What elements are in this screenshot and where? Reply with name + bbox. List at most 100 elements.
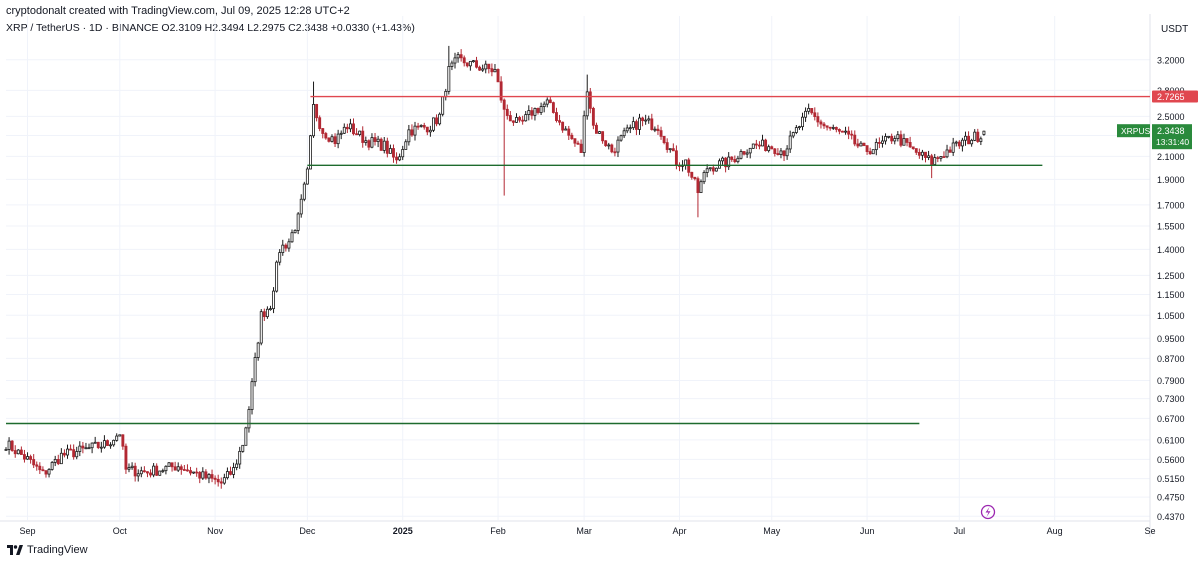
candle-body [957, 141, 961, 147]
candle-body [767, 146, 771, 152]
candle-body [189, 470, 192, 474]
candle-body [561, 121, 565, 131]
candle-body [718, 160, 721, 169]
candle-body [235, 463, 239, 468]
candle-body [78, 445, 82, 452]
candle-body [379, 138, 383, 151]
candle-body [210, 474, 214, 479]
candle-body [59, 452, 63, 465]
candle-body [893, 138, 897, 142]
candle-body [447, 66, 451, 92]
candle-body [161, 470, 165, 473]
candle-body [352, 123, 355, 135]
candle-body [856, 143, 860, 147]
candle-body [302, 183, 306, 200]
candle-body [456, 54, 460, 59]
candle-body [84, 447, 88, 450]
y-tick-label: 1.9000 [1157, 175, 1185, 185]
candle-body [370, 137, 374, 148]
candle-body [29, 456, 33, 460]
chart-author-line: cryptodonalt created with TradingView.co… [6, 5, 350, 17]
candle-body [407, 129, 411, 143]
candle-body [158, 470, 162, 476]
candle-body [610, 144, 614, 153]
change-value: +0.0330 (+1.43%) [330, 22, 415, 34]
candle-body [914, 148, 918, 153]
lightning-icon[interactable] [980, 504, 996, 520]
candle-body [19, 449, 23, 455]
candle-body [730, 156, 734, 160]
candle-body [99, 446, 103, 449]
candle-body [127, 467, 131, 470]
resistance-price-label: 2.7265 [1157, 92, 1185, 102]
candle-body [481, 68, 485, 71]
candle-body [641, 117, 645, 122]
tradingview-logo[interactable]: TradingView [7, 544, 88, 556]
candle-body [822, 123, 826, 127]
symbol-tag [1117, 124, 1150, 138]
candle-body [376, 138, 380, 142]
candle-body [450, 62, 454, 67]
candle-body [810, 108, 814, 114]
candle-body [385, 140, 389, 154]
candle-body [687, 159, 691, 173]
candle-body [908, 142, 912, 148]
candle-body [395, 156, 399, 161]
symbol-ohlc-line: XRP / TetherUS · 1D · BINANCE O2.3109 H2… [6, 22, 415, 34]
candle-body [533, 108, 537, 116]
candle-body [794, 127, 798, 133]
x-tick-label: Jun [860, 526, 875, 536]
candle-body [484, 63, 488, 70]
candle-body [668, 148, 672, 151]
candle-body [229, 471, 232, 475]
candle-body [785, 148, 789, 157]
candle-body [471, 60, 475, 63]
candle-body [939, 156, 943, 159]
candle-body [761, 139, 764, 147]
candle-body [56, 459, 60, 465]
candle-body [816, 116, 820, 123]
y-tick-label: 0.6100 [1157, 435, 1185, 445]
candle-body [432, 117, 435, 131]
candle-body [834, 127, 838, 130]
y-tick-label: 0.9500 [1157, 334, 1185, 344]
candle-body [392, 148, 395, 158]
candle-body [868, 151, 872, 155]
candle-body [933, 157, 937, 165]
candle-body [714, 167, 718, 172]
candle-body [942, 156, 946, 158]
candle-body [272, 290, 275, 310]
candle-body [475, 60, 478, 68]
candle-body [176, 466, 180, 471]
candle-body [112, 439, 116, 446]
candle-body [312, 104, 315, 137]
candle-body [742, 151, 746, 155]
candle-body [293, 230, 297, 234]
low-value: L2.2975 [247, 22, 286, 34]
candle-body [253, 357, 257, 383]
candle-body [244, 427, 248, 446]
x-tick-label: Feb [490, 526, 506, 536]
y-tick-label: 1.4000 [1157, 245, 1185, 255]
candle-body [170, 462, 174, 468]
candle-body [607, 144, 611, 147]
candle-body [819, 121, 823, 125]
candle-body [247, 409, 251, 429]
candle-body [339, 132, 343, 135]
candle-body [296, 213, 300, 231]
candle-body [348, 123, 352, 130]
y-tick-label: 1.5500 [1157, 222, 1185, 232]
candle-body [75, 451, 79, 458]
candle-body [773, 148, 777, 154]
candle-body [579, 143, 583, 153]
x-tick-label: Jul [954, 526, 966, 536]
candle-body [751, 143, 755, 149]
candle-body [764, 139, 768, 152]
candle-body [459, 54, 463, 59]
candle-body [871, 149, 875, 155]
candle-body [911, 146, 915, 149]
candle-body [342, 126, 346, 134]
candle-body [490, 68, 494, 73]
candle-body [269, 308, 272, 311]
